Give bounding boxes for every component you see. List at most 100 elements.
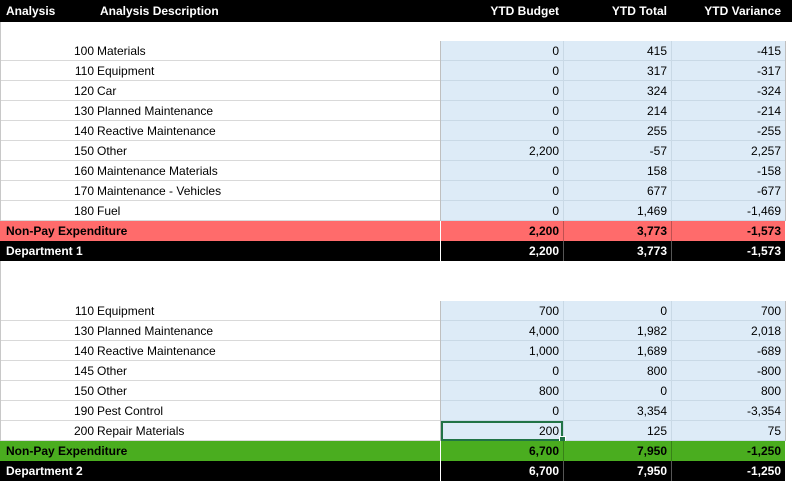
analysis-description[interactable]: Maintenance Materials [97,164,218,178]
analysis-code[interactable]: 170 [73,184,94,198]
analysis-code[interactable]: 130 [73,324,94,338]
ytd-budget-cell[interactable]: 800 [538,384,559,398]
ytd-budget-cell[interactable]: 700 [538,304,559,318]
ytd-budget-cell[interactable]: 0 [552,64,559,78]
analysis-description[interactable]: Reactive Maintenance [97,124,216,138]
table-row[interactable]: 110 Equipment 700 0 700 [0,301,792,321]
analysis-description[interactable]: Fuel [97,204,121,218]
subtotal-row-2[interactable]: Non-Pay Expenditure 6,700 7,950 -1,250 [0,441,792,461]
ytd-variance-cell[interactable]: 700 [760,304,781,318]
table-row[interactable]: 140 Reactive Maintenance 1,000 1,689 -689 [0,341,792,361]
ytd-total-cell[interactable]: -57 [649,144,667,158]
ytd-budget-cell[interactable]: 0 [552,204,559,218]
ytd-variance-cell[interactable]: -317 [756,64,781,78]
blank-row[interactable] [0,261,792,281]
ytd-variance-cell[interactable]: -677 [756,184,781,198]
analysis-code[interactable]: 140 [73,344,94,358]
ytd-variance-cell[interactable]: -800 [756,364,781,378]
department-total-row-2[interactable]: Department 2 6,700 7,950 -1,250 [0,461,792,481]
ytd-variance-cell[interactable]: 2,257 [750,144,781,158]
ytd-variance-cell[interactable]: -1,469 [746,204,781,218]
ytd-total-cell[interactable]: 214 [646,104,667,118]
analysis-code[interactable]: 100 [73,44,94,58]
ytd-budget-cell[interactable]: 200 [538,424,559,438]
ytd-total-cell[interactable]: 3,354 [636,404,667,418]
analysis-description[interactable]: Car [97,84,117,98]
ytd-variance-cell[interactable]: -324 [756,84,781,98]
analysis-description[interactable]: Other [97,364,128,378]
analysis-code[interactable]: 145 [73,364,94,378]
header-ytd-budget[interactable]: YTD Budget [490,4,559,18]
ytd-total-cell[interactable]: 1,689 [636,344,667,358]
subtotal-total[interactable]: 3,773 [636,224,667,238]
ytd-total-cell[interactable]: 1,982 [636,324,667,338]
blank-row[interactable] [0,281,792,301]
ytd-total-cell[interactable]: 677 [646,184,667,198]
ytd-variance-cell[interactable]: -255 [756,124,781,138]
table-row[interactable]: 160 Maintenance Materials 0 158 -158 [0,161,792,181]
subtotal-row-1[interactable]: Non-Pay Expenditure 2,200 3,773 -1,573 [0,221,792,241]
subtotal-variance[interactable]: -1,573 [746,224,781,238]
table-row[interactable]: 150 Other 800 0 800 [0,381,792,401]
table-row[interactable]: 150 Other 2,200 -57 2,257 [0,141,792,161]
ytd-budget-cell[interactable]: 0 [552,184,559,198]
ytd-variance-cell[interactable]: -689 [756,344,781,358]
ytd-variance-cell[interactable]: 75 [767,424,781,438]
table-row[interactable]: 140 Reactive Maintenance 0 255 -255 [0,121,792,141]
subtotal-budget[interactable]: 2,200 [528,224,559,238]
analysis-description[interactable]: Other [97,384,128,398]
table-row[interactable]: 170 Maintenance - Vehicles 0 677 -677 [0,181,792,201]
ytd-budget-cell[interactable]: 1,000 [528,344,559,358]
table-row[interactable]: 180 Fuel 0 1,469 -1,469 [0,201,792,221]
ytd-budget-cell[interactable]: 4,000 [528,324,559,338]
ytd-total-cell[interactable]: 415 [646,44,667,58]
table-row[interactable]: 190 Pest Control 0 3,354 -3,354 [0,401,792,421]
selected-cell[interactable] [441,421,563,441]
analysis-code[interactable]: 150 [73,384,94,398]
analysis-description[interactable]: Pest Control [97,404,164,418]
analysis-description[interactable]: Equipment [97,64,155,78]
ytd-budget-cell[interactable]: 0 [552,404,559,418]
department-budget[interactable]: 2,200 [528,244,559,258]
header-analysis-description[interactable]: Analysis Description [100,4,219,18]
table-row[interactable]: 110 Equipment 0 317 -317 [0,61,792,81]
analysis-code[interactable]: 110 [74,64,94,78]
analysis-code[interactable]: 110 [74,304,94,318]
department-total-row-1[interactable]: Department 1 2,200 3,773 -1,573 [0,241,792,261]
analysis-description[interactable]: Planned Maintenance [97,104,214,118]
table-row[interactable]: 130 Planned Maintenance 0 214 -214 [0,101,792,121]
analysis-description[interactable]: Maintenance - Vehicles [97,184,222,198]
analysis-code[interactable]: 130 [73,104,94,118]
ytd-budget-cell[interactable]: 2,200 [528,144,559,158]
analysis-code[interactable]: 160 [73,164,94,178]
ytd-variance-cell[interactable]: -214 [756,104,781,118]
ytd-budget-cell[interactable]: 0 [552,164,559,178]
analysis-code[interactable]: 120 [73,84,94,98]
ytd-budget-cell[interactable]: 0 [552,44,559,58]
ytd-total-cell[interactable]: 255 [646,124,667,138]
ytd-total-cell[interactable]: 0 [660,304,667,318]
ytd-variance-cell[interactable]: -158 [756,164,781,178]
table-row[interactable]: 130 Planned Maintenance 4,000 1,982 2,018 [0,321,792,341]
ytd-budget-cell[interactable]: 0 [552,104,559,118]
header-analysis[interactable]: Analysis [6,4,56,18]
analysis-code[interactable]: 180 [73,204,94,218]
table-row[interactable]: 200 Repair Materials 200 125 75 [0,421,792,443]
ytd-total-cell[interactable]: 317 [646,64,667,78]
ytd-total-cell[interactable]: 1,469 [636,204,667,218]
analysis-code[interactable]: 200 [73,424,94,438]
ytd-variance-cell[interactable]: -3,354 [746,404,781,418]
department-total[interactable]: 3,773 [636,244,667,258]
ytd-budget-cell[interactable]: 0 [552,124,559,138]
analysis-code[interactable]: 190 [73,404,94,418]
ytd-total-cell[interactable]: 324 [646,84,667,98]
department-variance[interactable]: -1,250 [746,464,781,478]
department-variance[interactable]: -1,573 [746,244,781,258]
subtotal-total[interactable]: 7,950 [636,444,667,458]
ytd-budget-cell[interactable]: 0 [552,84,559,98]
ytd-total-cell[interactable]: 0 [660,384,667,398]
ytd-variance-cell[interactable]: 800 [760,384,781,398]
ytd-total-cell[interactable]: 125 [646,424,667,438]
analysis-code[interactable]: 140 [73,124,94,138]
ytd-total-cell[interactable]: 158 [646,164,667,178]
